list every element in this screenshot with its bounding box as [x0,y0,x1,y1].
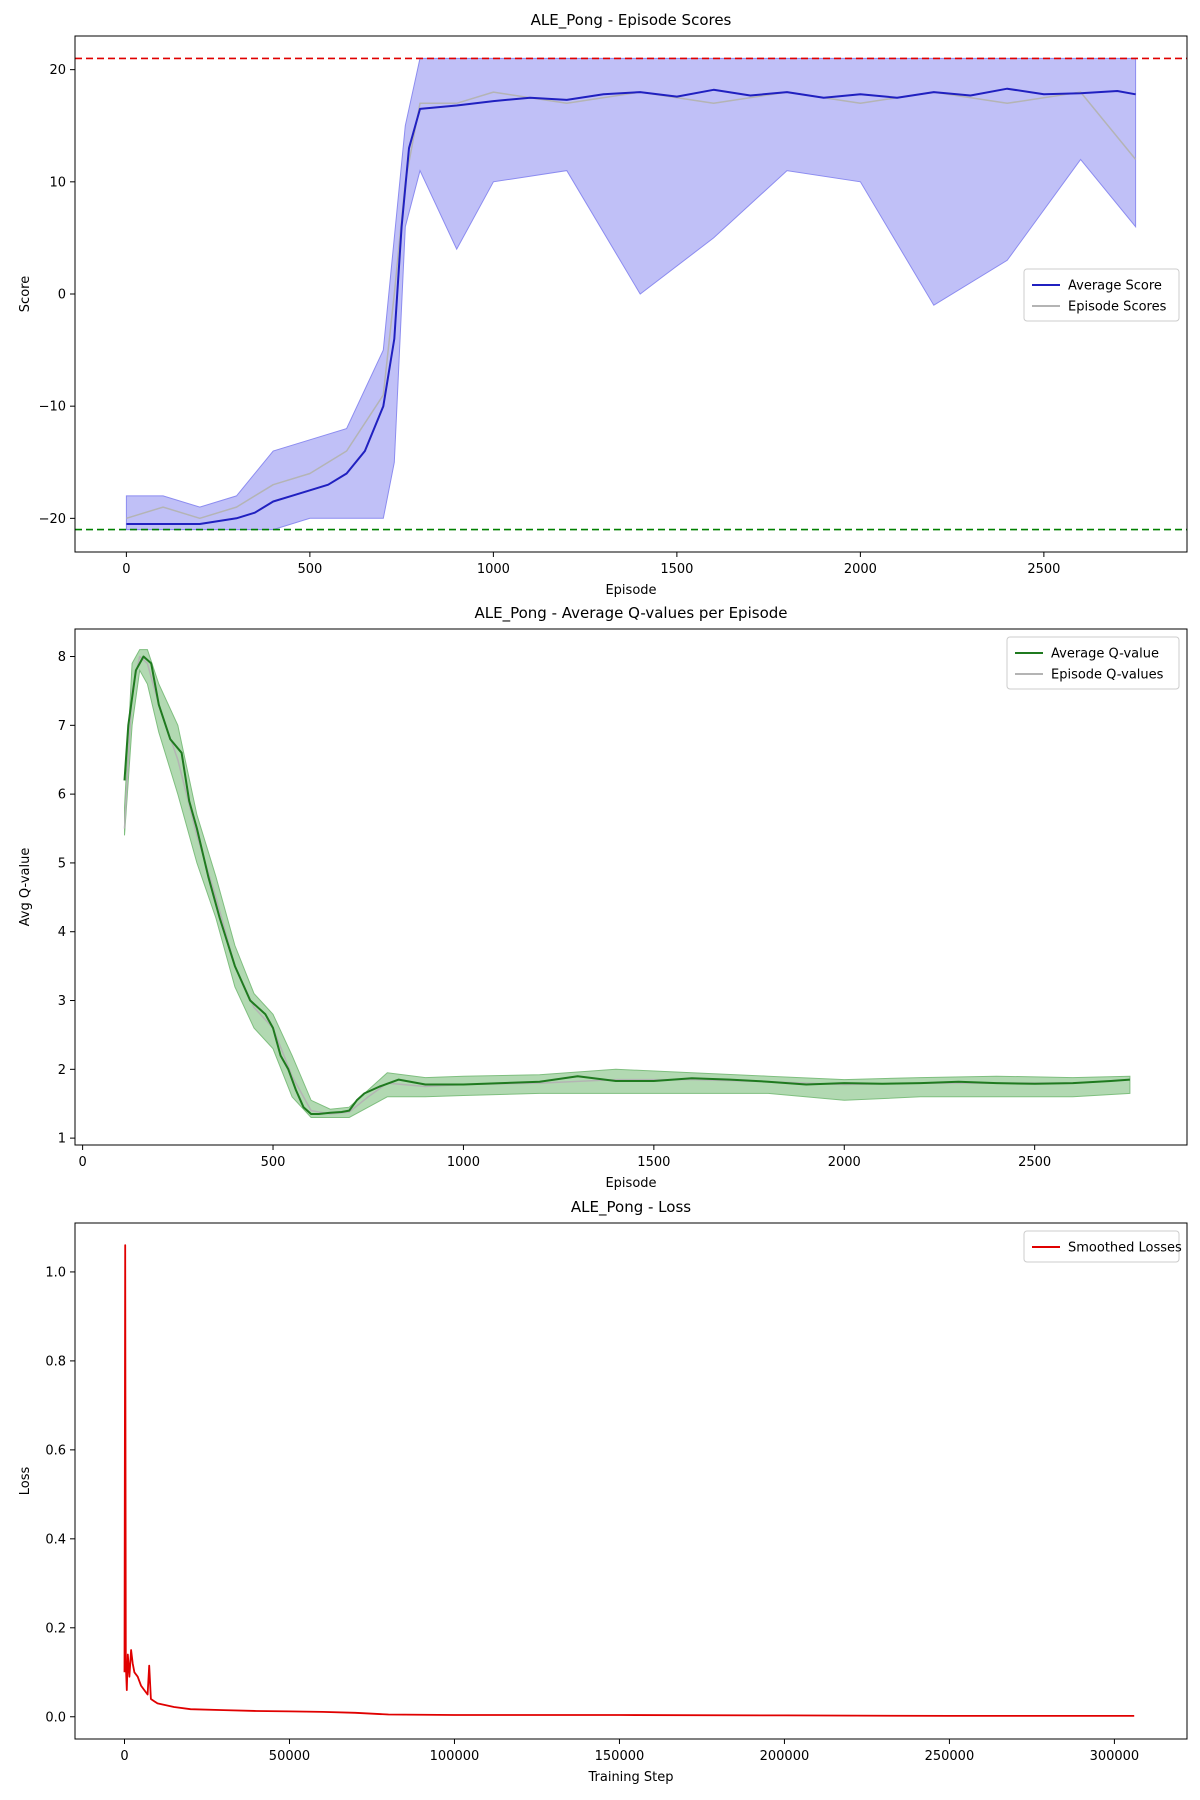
y-tick-label: 0.2 [45,1621,66,1636]
plot-area [123,1244,1135,1717]
y-axis-label: Avg Q-value [18,848,33,927]
chart-title: ALE_Pong - Loss [571,1198,691,1217]
y-tick-label: 0.4 [45,1532,66,1547]
legend-label-2: Episode Scores [1068,300,1167,315]
legend-label-1: Smoothed Losses [1068,1241,1182,1256]
chart-2: ALE_Pong - Average Q-values per Episode 0… [18,604,1188,1191]
x-tick-label: 2000 [844,562,877,577]
x-tick-label: 250000 [925,1749,975,1764]
x-tick-label: 1000 [447,1155,480,1170]
plot-area [75,57,1187,531]
y-tick-label: 4 [58,925,66,940]
y-tick-label: 0.0 [45,1710,66,1725]
x-tick-label: 150000 [595,1749,645,1764]
y-tick-label: 0.8 [45,1354,66,1369]
chart-title: ALE_Pong - Episode Scores [531,11,732,30]
x-axis-label: Episode [605,583,656,598]
axes-frame [74,628,1188,1146]
series-line-1 [126,87,1136,525]
axes-frame [74,1222,1188,1740]
y-tick-label: −20 [39,512,66,527]
y-tick-label: 10 [49,175,66,190]
y-axis-label: Score [18,276,33,312]
series-line-1 [123,1244,1135,1717]
x-tick-label: 2000 [828,1155,861,1170]
legend-label-2: Episode Q-values [1051,668,1164,683]
x-tick-label: 50000 [269,1749,310,1764]
x-axis-label: Training Step [587,1770,673,1785]
y-tick-label: 1.0 [45,1265,66,1280]
x-tick-label: 300000 [1090,1749,1140,1764]
y-tick-label: 8 [58,650,66,665]
y-tick-label: 1 [58,1132,66,1147]
legend: Average Q-value Episode Q-values [1006,636,1180,690]
x-tick-label: 1500 [660,562,693,577]
x-tick-label: 100000 [430,1749,480,1764]
legend: Smoothed Losses [1023,1230,1182,1263]
legend-label-1: Average Score [1068,279,1162,294]
x-axis-label: Episode [605,1176,656,1191]
y-tick-label: −10 [39,400,66,415]
x-tick-label: 500 [261,1155,286,1170]
x-tick-label: 2500 [1027,562,1060,577]
y-tick-label: 0 [58,288,66,303]
y-tick-label: 20 [49,63,66,78]
legend-label-1: Average Q-value [1051,647,1159,662]
x-tick-label: 1000 [477,562,510,577]
y-tick-label: 0.6 [45,1443,66,1458]
series-line-1 [123,655,1130,1115]
x-tick-label: 0 [120,1749,128,1764]
legend: Average Score Episode Scores [1023,268,1180,322]
y-tick-label: 5 [58,856,66,871]
x-tick-label: 0 [78,1155,86,1170]
x-tick-label: 200000 [760,1749,810,1764]
series-band-2 [125,57,1137,531]
y-tick-label: 7 [58,719,66,734]
series-band-2 [124,649,1131,1118]
y-axis-label: Loss [18,1467,33,1496]
x-tick-label: 500 [297,562,322,577]
chart-title: ALE_Pong - Average Q-values per Episode [474,604,787,623]
chart-3: ALE_Pong - Loss 0 50000 100000 150000 200000 2… [18,1198,1188,1785]
legend-box [1023,1230,1180,1263]
y-tick-label: 3 [58,994,66,1009]
legend-box [1006,636,1180,690]
y-tick-label: 6 [58,788,66,803]
legend-box [1023,268,1180,322]
x-tick-label: 2500 [1018,1155,1051,1170]
plot-area [123,649,1131,1118]
x-tick-label: 0 [122,562,130,577]
y-tick-label: 2 [58,1063,66,1078]
x-tick-label: 1500 [637,1155,670,1170]
